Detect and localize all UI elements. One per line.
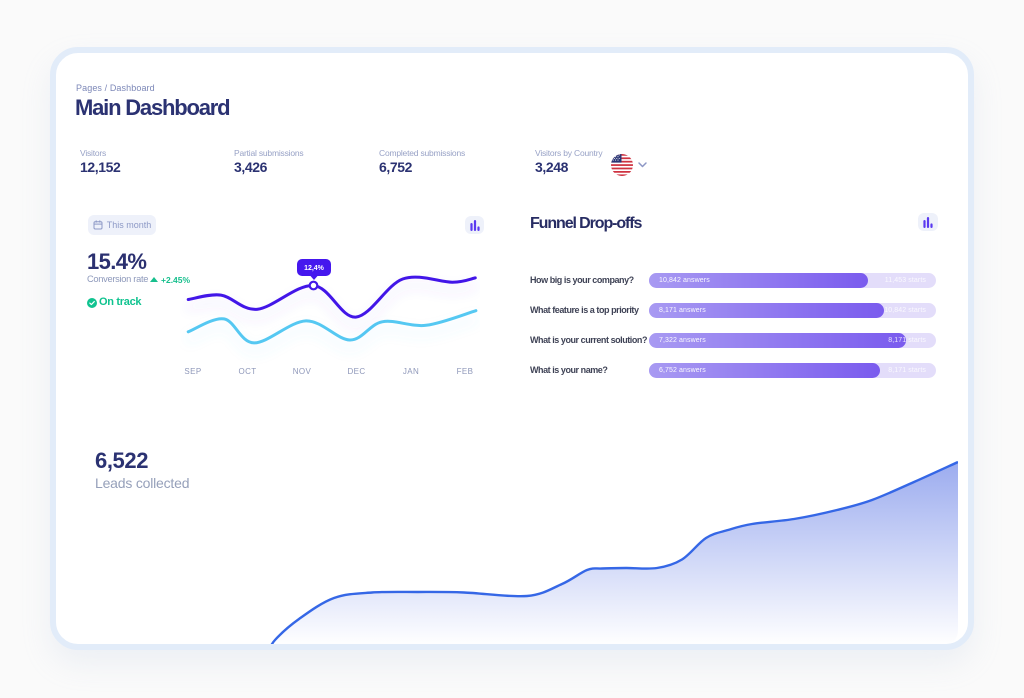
svg-text:12,4%: 12,4% (304, 265, 325, 272)
